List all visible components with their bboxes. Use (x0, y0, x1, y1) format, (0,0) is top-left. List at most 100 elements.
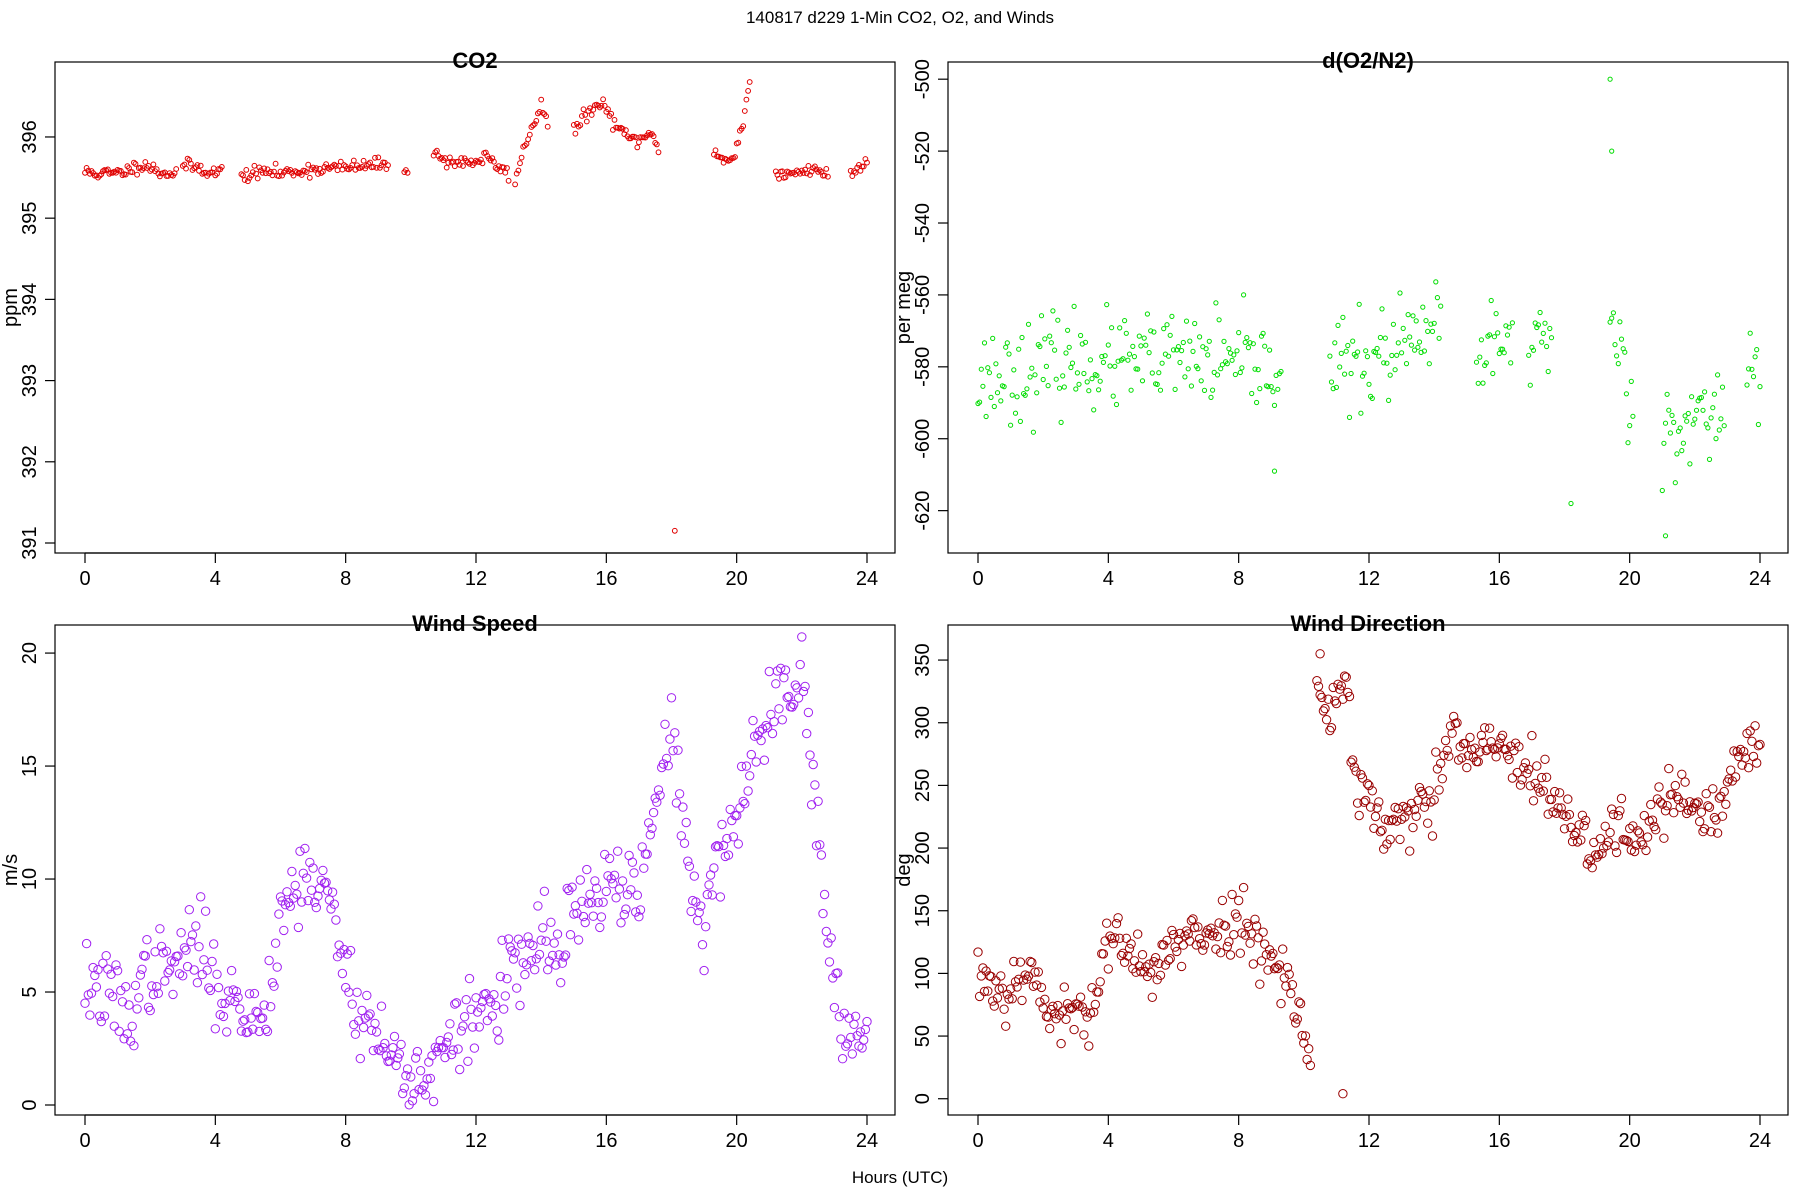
data-point (846, 1032, 856, 1043)
data-point (575, 875, 585, 885)
data-point (433, 1043, 444, 1053)
data-point (1183, 318, 1190, 324)
data-point (140, 951, 151, 961)
data-point (306, 174, 313, 181)
data-point (205, 985, 216, 996)
data-point (1431, 320, 1437, 326)
data-point (1708, 415, 1714, 421)
data-point (1750, 721, 1760, 731)
data-point (1348, 370, 1354, 377)
data-point (741, 761, 752, 771)
data-point (1716, 427, 1722, 433)
data-point (1699, 824, 1710, 834)
data-point (1338, 350, 1344, 356)
data-point (1287, 980, 1298, 990)
data-point (460, 163, 466, 169)
data-point (1195, 366, 1201, 372)
data-point (544, 123, 551, 130)
data-point (833, 968, 843, 978)
data-point (748, 715, 758, 726)
data-point (1455, 742, 1465, 752)
data-point (1250, 341, 1256, 347)
data-point (86, 988, 97, 998)
data-point (1548, 335, 1555, 341)
data-point (528, 124, 535, 130)
data-point (117, 997, 128, 1007)
panel-title: d(O2/N2) (1322, 48, 1414, 73)
data-point (1069, 360, 1076, 366)
data-point (1254, 399, 1260, 406)
data-point (1357, 773, 1368, 783)
data-point (388, 1043, 398, 1053)
data-point (1084, 379, 1090, 385)
data-point (1313, 681, 1324, 691)
data-point (1538, 786, 1549, 796)
data-point (332, 952, 343, 962)
x-tick-label: 8 (1233, 568, 1244, 590)
data-point (715, 892, 726, 902)
data-point (1147, 992, 1158, 1002)
data-point (1483, 360, 1489, 366)
data-point (988, 394, 994, 400)
data-point (777, 715, 787, 725)
data-point (1743, 763, 1754, 773)
data-point (1590, 850, 1601, 860)
data-point (1639, 810, 1650, 821)
data-point (1148, 328, 1154, 334)
data-point (396, 1039, 406, 1050)
data-point (780, 665, 791, 675)
data-point (1179, 348, 1185, 354)
data-point (311, 902, 321, 913)
data-point (1750, 374, 1757, 380)
data-point (1600, 821, 1610, 831)
data-point (1136, 333, 1142, 339)
data-point (160, 976, 170, 986)
data-point (1066, 344, 1072, 350)
data-point (1317, 692, 1327, 703)
data-point (1227, 889, 1237, 900)
data-point (510, 948, 520, 958)
data-point (363, 1011, 374, 1021)
data-point (96, 1016, 107, 1027)
data-point (129, 1041, 139, 1051)
data-point (582, 112, 589, 118)
data-point (1439, 750, 1449, 760)
data-point (805, 750, 815, 760)
data-point (1363, 348, 1369, 354)
data-point (373, 164, 380, 171)
data-point (1109, 325, 1115, 331)
data-point (622, 890, 633, 900)
data-point (1012, 410, 1019, 416)
data-point (290, 880, 300, 891)
data-point (253, 170, 260, 177)
data-point (1525, 781, 1536, 791)
data-point (740, 123, 747, 130)
data-point (272, 160, 279, 167)
data-point (1659, 487, 1665, 494)
data-point (1749, 366, 1755, 372)
data-point (605, 106, 611, 113)
data-point (1264, 945, 1275, 955)
data-point (530, 122, 536, 129)
data-point (1119, 957, 1130, 967)
data-point (1662, 420, 1669, 426)
data-point (837, 1054, 848, 1064)
data-point (1286, 988, 1296, 999)
data-point (745, 771, 755, 781)
data-point (1321, 715, 1332, 725)
y-tick-label: 394 (19, 283, 41, 316)
data-point (1344, 691, 1355, 702)
data-point (1659, 833, 1669, 843)
data-point (1017, 418, 1024, 424)
data-point (104, 988, 115, 998)
data-point (805, 163, 812, 169)
data-point (590, 876, 600, 886)
data-point (621, 904, 631, 914)
data-point (1250, 914, 1260, 924)
data-point (1434, 295, 1441, 301)
data-point (508, 954, 519, 964)
data-point (1730, 772, 1741, 782)
data-point (1063, 350, 1069, 356)
data-point (310, 897, 320, 907)
data-point (1714, 793, 1725, 803)
